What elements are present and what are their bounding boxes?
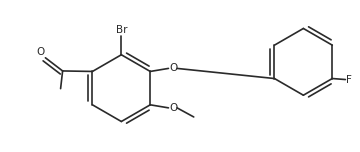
Text: O: O <box>169 63 177 73</box>
Text: O: O <box>36 47 44 57</box>
Text: F: F <box>346 74 352 85</box>
Text: Br: Br <box>116 25 127 35</box>
Text: O: O <box>169 103 177 113</box>
